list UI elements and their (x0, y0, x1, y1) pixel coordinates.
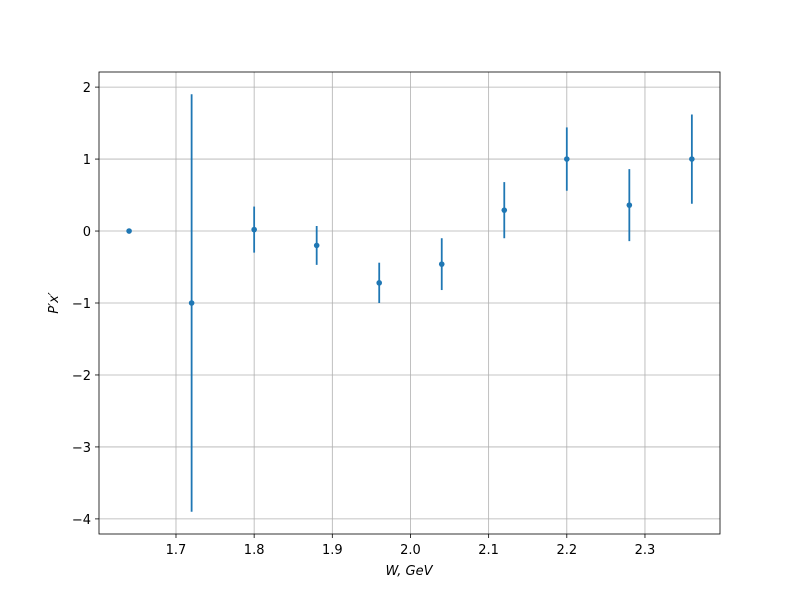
y-tick-label: −3 (72, 441, 91, 456)
x-axis-label: W, GeV (385, 564, 433, 579)
y-tick-label: −1 (72, 297, 91, 312)
y-tick-label: 1 (83, 153, 91, 168)
y-tick-label: −4 (72, 513, 91, 528)
y-tick-label: −2 (72, 369, 91, 384)
x-tick-label: 2.2 (556, 543, 577, 558)
point (126, 228, 132, 234)
point (438, 261, 445, 267)
point (689, 156, 695, 162)
point (313, 242, 320, 249)
point (251, 226, 257, 233)
x-tick-label: 1.8 (244, 543, 265, 558)
x-tick-label: 1.9 (322, 543, 343, 558)
y-tick-label: 0 (83, 225, 91, 240)
point (626, 202, 633, 208)
point (564, 156, 570, 162)
x-tick-label: 1.7 (166, 543, 187, 558)
plot-frame (98, 71, 721, 535)
point (501, 207, 508, 213)
y-tick-label: 2 (83, 81, 91, 96)
x-tick-label: 2.0 (400, 543, 421, 558)
x-tick-label: 2.3 (635, 543, 656, 558)
x-tick-label: 2.1 (478, 543, 499, 558)
y-axis-label: P′x′ (47, 292, 62, 313)
point (188, 300, 195, 306)
point (376, 280, 383, 286)
